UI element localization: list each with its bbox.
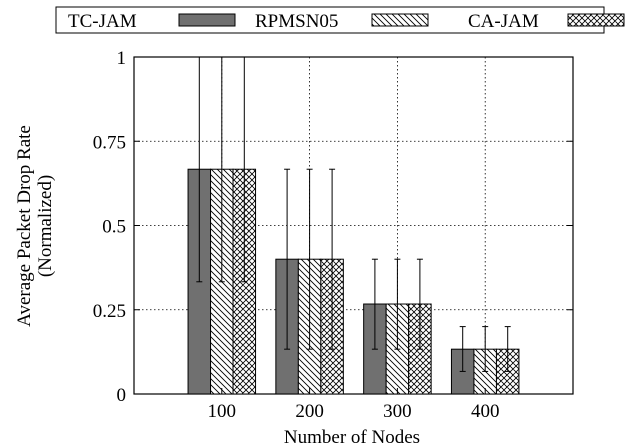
legend-swatch-rpmsn05 xyxy=(371,13,429,27)
error-bars xyxy=(196,56,511,372)
legend-frame xyxy=(55,6,605,34)
y-tick-label: 0.75 xyxy=(93,132,126,153)
legend-label-tc-jam: TC-JAM xyxy=(68,11,137,32)
legend-label-ca-jam: CA-JAM xyxy=(468,11,539,32)
y-axis-label: Average Packet Drop Rate (Normalized) xyxy=(14,125,56,327)
legend-label-rpmsn05: RPMSN05 xyxy=(255,11,338,32)
x-tick-label: 200 xyxy=(295,401,324,422)
y-axis-label-line-1: Average Packet Drop Rate xyxy=(14,125,35,327)
y-axis-label-line-2: (Normalized) xyxy=(35,175,56,277)
x-tick-label: 400 xyxy=(471,401,500,422)
x-tick-label: 300 xyxy=(383,401,412,422)
x-axis: 100 200 300 400 xyxy=(208,388,500,422)
bars xyxy=(187,168,520,395)
y-tick-label: 0.25 xyxy=(93,301,126,322)
legend: TC-JAM RPMSN05 CA-JAM xyxy=(55,6,625,34)
x-axis-label: Number of Nodes xyxy=(284,427,420,448)
x-tick-label: 100 xyxy=(208,401,237,422)
y-tick-label: 1 xyxy=(117,48,127,69)
legend-swatch-ca-jam xyxy=(567,13,625,27)
y-axis: 0 0.25 0.5 0.75 1 xyxy=(93,48,573,406)
legend-swatch-tc-jam xyxy=(178,13,236,27)
y-tick-label: 0 xyxy=(117,385,127,406)
y-tick-label: 0.5 xyxy=(102,217,126,238)
